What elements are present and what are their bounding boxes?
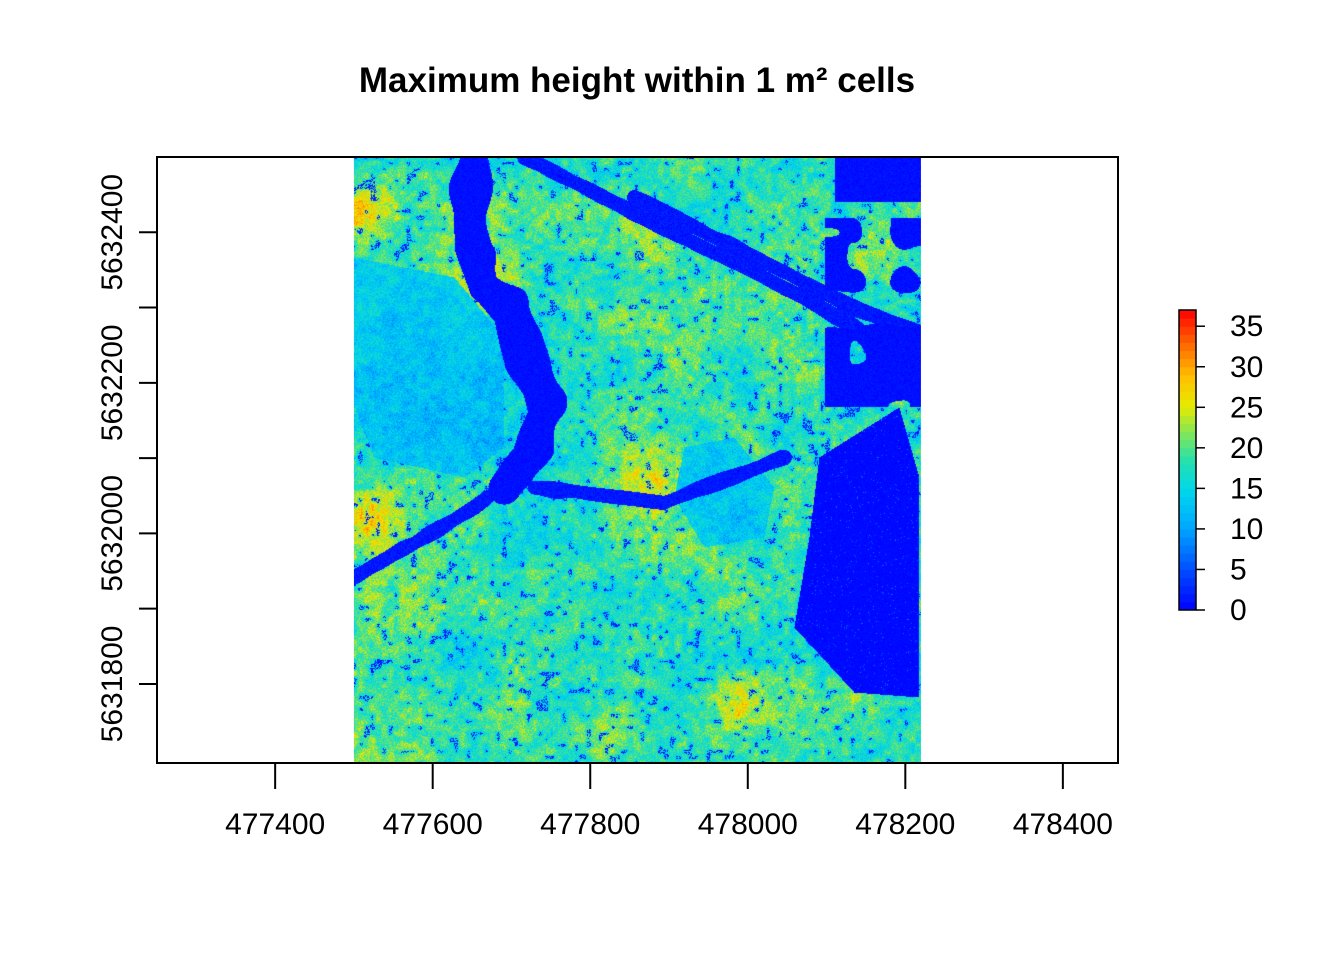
colorbar-segment (1179, 520, 1196, 530)
x-tick-label: 477600 (383, 808, 483, 841)
colorbar-segment (1179, 342, 1196, 352)
colorbar-segment (1179, 399, 1196, 408)
colorbar-segment (1179, 447, 1196, 457)
colorbar-tick-label: 10 (1230, 513, 1263, 546)
canopy-height-raster (353, 157, 921, 763)
colorbar-segment (1179, 537, 1196, 546)
colorbar-segment (1179, 318, 1196, 327)
chart-title: Maximum height within 1 m² cells (359, 61, 915, 100)
colorbar-segment (1179, 496, 1196, 506)
colorbar-segment (1179, 528, 1196, 538)
colorbar-segment (1179, 455, 1196, 465)
colorbar-segment (1179, 504, 1196, 514)
x-tick-label: 477400 (225, 808, 325, 841)
colorbar-segment (1179, 415, 1196, 425)
colorbar-segment (1179, 512, 1196, 522)
y-tick-label: 5631800 (96, 626, 129, 743)
colorbar-segment (1179, 480, 1196, 489)
colorbar-segment (1179, 569, 1196, 579)
colorbar-segment (1179, 407, 1196, 416)
y-tick-label: 5632200 (96, 324, 129, 441)
colorbar-segment (1179, 561, 1196, 570)
x-tick-label: 478200 (855, 808, 955, 841)
colorbar-tick-label: 30 (1230, 351, 1263, 384)
x-tick-label: 477800 (540, 808, 640, 841)
colorbar-tick-label: 35 (1230, 310, 1263, 343)
colorbar-segment (1179, 382, 1196, 392)
colorbar-tick-label: 20 (1230, 432, 1263, 465)
x-tick-label: 478000 (698, 808, 798, 841)
colorbar-segment (1179, 585, 1196, 595)
colorbar-segment (1179, 464, 1196, 473)
raster-layer (353, 157, 921, 763)
plot-frame (156, 156, 1119, 764)
colorbar-segment (1179, 350, 1196, 360)
y-axis: 5631800 5632000 5632200 5632400 (96, 174, 157, 742)
colorbar-segment (1179, 472, 1196, 481)
y-tick-label: 5632000 (96, 475, 129, 592)
colorbar-tick-label: 15 (1230, 472, 1263, 505)
colorbar-segment (1179, 423, 1196, 433)
colorbar-segment (1179, 326, 1196, 335)
colorbar-tick-label: 0 (1230, 594, 1247, 627)
colorbar-legend: 0 5 10 15 20 25 30 35 (1178, 309, 1263, 627)
colorbar-segment (1179, 431, 1196, 441)
colorbar-segment (1179, 577, 1196, 587)
x-tick-label: 478400 (1013, 808, 1113, 841)
colorbar-segment (1179, 374, 1196, 384)
colorbar-segment (1179, 593, 1196, 603)
colorbar-segment (1179, 310, 1196, 319)
colorbar-segment (1179, 488, 1196, 497)
colorbar-segment (1179, 601, 1196, 611)
colorbar-segment (1179, 391, 1196, 400)
x-axis: 477400 477600 477800 478000 478200 478400 (225, 763, 1113, 841)
y-tick-label: 5632400 (96, 174, 129, 291)
colorbar-frame (1178, 309, 1197, 611)
colorbar-segment (1179, 334, 1196, 343)
colorbar-segment (1179, 366, 1196, 376)
colorbar-segment (1179, 358, 1196, 368)
colorbar-segment (1179, 439, 1196, 449)
colorbar-segment (1179, 553, 1196, 562)
colorbar-tick-label: 25 (1230, 391, 1263, 424)
colorbar-segment (1179, 545, 1196, 554)
colorbar-tick-label: 5 (1230, 553, 1247, 586)
